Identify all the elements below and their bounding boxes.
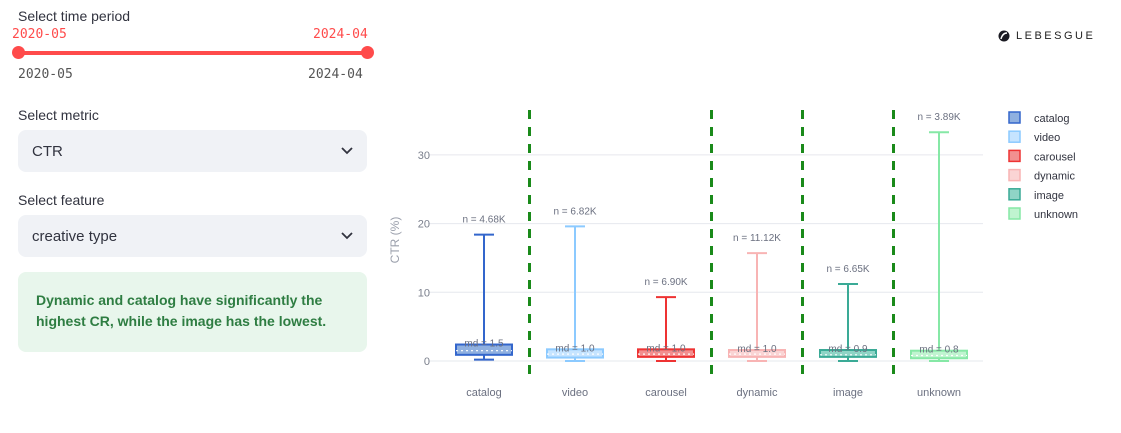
median-label: md = 1.5 xyxy=(464,339,504,350)
feature-label: Select feature xyxy=(18,192,105,208)
legend-swatch-carousel xyxy=(1008,149,1021,163)
legend-swatch-dynamic xyxy=(1008,168,1021,182)
x-tick-label: catalog xyxy=(466,387,501,399)
box-image xyxy=(819,349,877,358)
feature-value: creative type xyxy=(32,227,118,245)
box-carousel xyxy=(637,348,695,358)
n-label: n = 4.68K xyxy=(462,215,505,226)
feature-select[interactable]: creative type xyxy=(18,215,367,257)
legend-swatch-video xyxy=(1008,130,1021,143)
n-label: n = 6.82K xyxy=(553,206,596,217)
logo-text: LEBESGUE xyxy=(1016,30,1096,42)
slider-end-value: 2024-04 xyxy=(313,27,368,42)
x-tick-label: unknown xyxy=(917,387,961,399)
legend-swatch-unknown xyxy=(1008,207,1021,220)
insight-alert: Dynamic and catalog have significantly t… xyxy=(18,272,367,352)
median-label: md = 1.0 xyxy=(555,343,595,354)
y-tick-label: 20 xyxy=(418,219,430,231)
slider-start-handle[interactable] xyxy=(12,46,25,59)
chevron-down-icon xyxy=(341,147,353,155)
n-label: n = 11.12K xyxy=(733,233,781,244)
chevron-down-icon xyxy=(341,232,353,240)
time-period-label: Select time period xyxy=(18,8,131,24)
median-label: md = 0.8 xyxy=(919,345,959,356)
legend-swatch-catalog xyxy=(1008,111,1021,124)
median-label: md = 0.9 xyxy=(828,344,868,355)
legend-label: carousel xyxy=(1034,151,1076,163)
time-period-slider-track[interactable] xyxy=(18,51,367,55)
lebesgue-logo: LEBESGUE xyxy=(998,30,1095,42)
legend-label: video xyxy=(1034,132,1060,144)
metric-select[interactable]: CTR xyxy=(18,130,367,172)
box-unknown xyxy=(910,349,968,360)
metric-label: Select metric xyxy=(18,107,99,123)
y-tick-label: 30 xyxy=(418,150,430,162)
y-axis-title: CTR (%) xyxy=(388,217,402,264)
slider-max-label: 2024-04 xyxy=(308,67,363,82)
y-tick-label: 10 xyxy=(418,287,430,299)
x-tick-label: image xyxy=(833,387,863,399)
legend-label: image xyxy=(1034,190,1064,202)
x-tick-label: dynamic xyxy=(737,387,778,399)
slider-start-value: 2020-05 xyxy=(12,27,67,42)
x-tick-label: carousel xyxy=(645,387,687,399)
n-label: n = 3.89K xyxy=(917,112,960,123)
slider-end-handle[interactable] xyxy=(361,46,374,59)
box-plot-chart: 0 10 20 30 CTR (%) catalog video carousel dynami… xyxy=(388,110,1078,399)
box-catalog xyxy=(455,343,513,356)
legend-swatch-image xyxy=(1008,188,1021,201)
logo-icon xyxy=(998,30,1010,42)
box-dynamic xyxy=(728,349,786,358)
metric-value: CTR xyxy=(32,142,63,160)
n-label: n = 6.90K xyxy=(644,277,687,288)
slider-min-label: 2020-05 xyxy=(18,67,73,82)
box-video xyxy=(546,348,604,359)
legend-label: catalog xyxy=(1034,113,1069,125)
x-tick-label: video xyxy=(562,387,588,399)
y-tick-label: 0 xyxy=(424,356,430,368)
median-label: md = 1.0 xyxy=(646,343,686,354)
median-label: md = 1.0 xyxy=(737,344,777,355)
legend-label: dynamic xyxy=(1034,171,1075,183)
n-label: n = 6.65K xyxy=(826,264,869,275)
legend-label: unknown xyxy=(1034,209,1078,221)
